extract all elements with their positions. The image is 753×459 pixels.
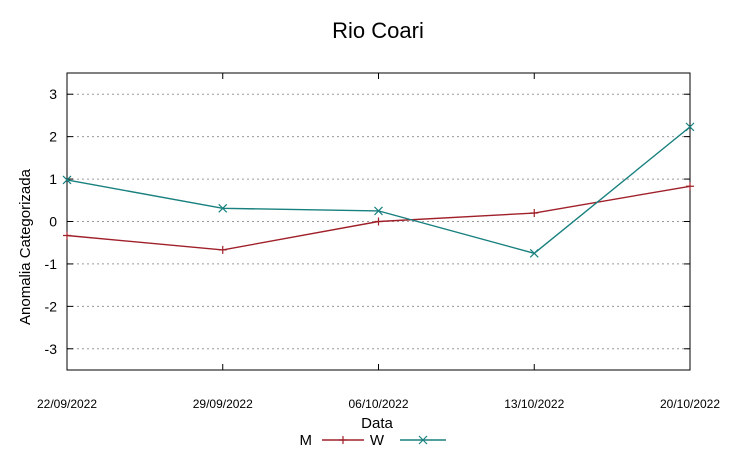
data-point-m	[63, 231, 71, 240]
data-point-m	[686, 182, 694, 191]
legend-label-m: M	[300, 432, 313, 449]
y-tick-label: 0	[49, 214, 57, 230]
x-axis-label: Data	[361, 415, 393, 432]
y-tick-label: -2	[45, 298, 58, 314]
legend-marker-m	[339, 436, 347, 444]
y-tick-label: 1	[49, 171, 57, 187]
data-point-w	[218, 203, 228, 213]
x-tick-label: 06/10/2022	[348, 397, 408, 411]
series-w	[62, 122, 695, 258]
y-tick-label: 3	[49, 86, 57, 102]
data-point-w	[529, 248, 539, 258]
y-axis-ticks: 3 2 1 0 -1 -2 -3	[45, 86, 690, 357]
x-axis-ticks: 22/09/2022 29/09/2022 06/10/2022 13/10/2022…	[37, 73, 720, 411]
x-tick-label: 22/09/2022	[37, 397, 97, 411]
x-tick-label: 20/10/2022	[660, 397, 720, 411]
x-tick-label: 29/09/2022	[193, 397, 253, 411]
chart-title: Rio Coari	[332, 18, 424, 43]
data-point-w	[62, 175, 72, 185]
data-point-m	[218, 245, 227, 254]
legend-label-w: W	[370, 432, 385, 449]
series-group	[62, 122, 695, 258]
y-tick-label: -3	[45, 341, 58, 357]
y-tick-label: 2	[49, 129, 57, 145]
data-point-w	[685, 122, 695, 132]
data-point-w	[374, 206, 383, 216]
x-tick-label: 13/10/2022	[504, 397, 564, 411]
series-m	[63, 182, 694, 254]
y-tick-label: -1	[45, 256, 58, 272]
y-axis-label: Anomalia Categorizada	[17, 168, 34, 325]
series-line-w	[66, 126, 691, 255]
data-point-m	[530, 209, 539, 218]
data-point-m	[374, 217, 383, 226]
legend-marker-w	[418, 435, 428, 445]
